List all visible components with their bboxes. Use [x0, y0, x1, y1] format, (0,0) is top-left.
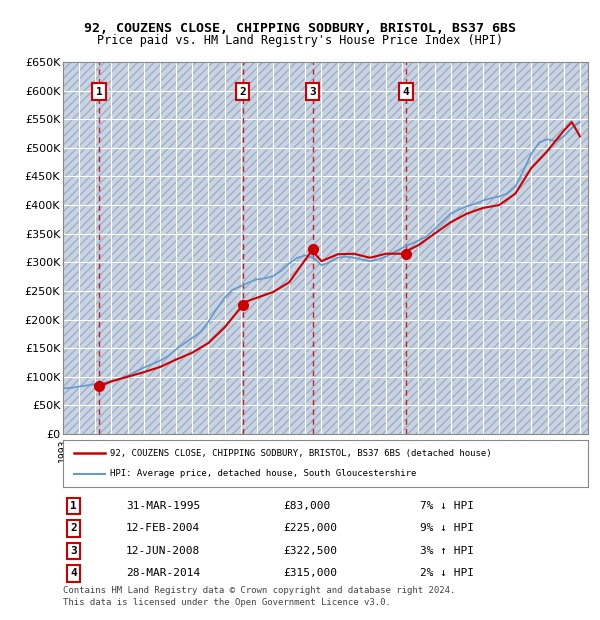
Text: £322,500: £322,500 [284, 546, 337, 556]
Text: 1: 1 [70, 501, 77, 511]
Text: £83,000: £83,000 [284, 501, 331, 511]
Text: £225,000: £225,000 [284, 523, 337, 533]
Text: HPI: Average price, detached house, South Gloucestershire: HPI: Average price, detached house, Sout… [110, 469, 416, 478]
Text: 12-FEB-2004: 12-FEB-2004 [126, 523, 200, 533]
Text: Price paid vs. HM Land Registry's House Price Index (HPI): Price paid vs. HM Land Registry's House … [97, 34, 503, 47]
Text: 28-MAR-2014: 28-MAR-2014 [126, 569, 200, 578]
Text: £315,000: £315,000 [284, 569, 337, 578]
Text: 4: 4 [403, 87, 409, 97]
Text: 9% ↓ HPI: 9% ↓ HPI [420, 523, 474, 533]
Text: 2% ↓ HPI: 2% ↓ HPI [420, 569, 474, 578]
Text: 31-MAR-1995: 31-MAR-1995 [126, 501, 200, 511]
Text: 92, COUZENS CLOSE, CHIPPING SODBURY, BRISTOL, BS37 6BS (detached house): 92, COUZENS CLOSE, CHIPPING SODBURY, BRI… [110, 449, 492, 458]
Text: 4: 4 [70, 569, 77, 578]
Text: This data is licensed under the Open Government Licence v3.0.: This data is licensed under the Open Gov… [63, 598, 391, 608]
Text: 92, COUZENS CLOSE, CHIPPING SODBURY, BRISTOL, BS37 6BS: 92, COUZENS CLOSE, CHIPPING SODBURY, BRI… [84, 22, 516, 35]
Text: 3: 3 [309, 87, 316, 97]
Text: 1: 1 [96, 87, 103, 97]
Text: 7% ↓ HPI: 7% ↓ HPI [420, 501, 474, 511]
Text: 3: 3 [70, 546, 77, 556]
Text: 2: 2 [70, 523, 77, 533]
Text: 3% ↑ HPI: 3% ↑ HPI [420, 546, 474, 556]
Text: 2: 2 [239, 87, 246, 97]
Text: 12-JUN-2008: 12-JUN-2008 [126, 546, 200, 556]
Text: Contains HM Land Registry data © Crown copyright and database right 2024.: Contains HM Land Registry data © Crown c… [63, 586, 455, 595]
